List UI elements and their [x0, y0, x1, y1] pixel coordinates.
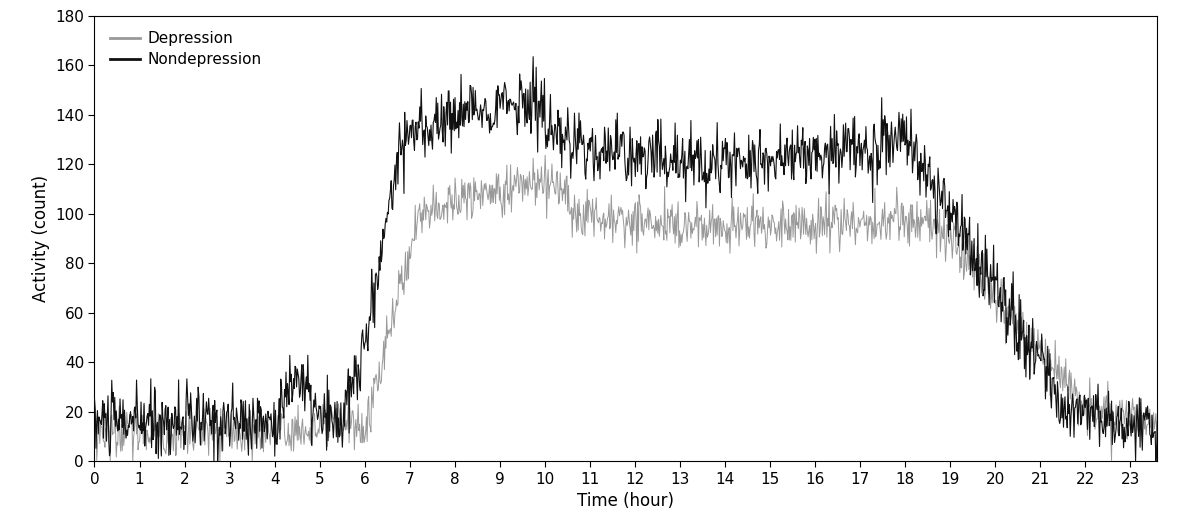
Nondepression — [1042, 372, 1056, 378]
Depression — [328, 419, 342, 426]
Nondepression — [207, 458, 221, 464]
Nondepression — [450, 119, 464, 126]
Line: Nondepression: Nondepression — [94, 57, 1175, 461]
Depression — [946, 242, 960, 249]
Nondepression — [946, 196, 960, 202]
Depression — [302, 437, 317, 444]
Legend: Depression, Nondepression: Depression, Nondepression — [102, 23, 269, 75]
Depression — [804, 237, 818, 243]
Depression — [1042, 353, 1056, 359]
Y-axis label: Activity (count): Activity (count) — [32, 175, 50, 302]
Depression — [1168, 411, 1181, 417]
Depression — [87, 417, 102, 423]
Depression — [103, 458, 117, 464]
Nondepression — [87, 395, 102, 402]
Line: Depression: Depression — [94, 155, 1175, 461]
Nondepression — [804, 149, 818, 156]
Nondepression — [328, 412, 342, 418]
X-axis label: Time (hour): Time (hour) — [578, 492, 674, 510]
Nondepression — [526, 54, 540, 60]
Depression — [539, 152, 553, 158]
Depression — [450, 204, 464, 210]
Nondepression — [1168, 423, 1181, 430]
Nondepression — [302, 380, 317, 386]
